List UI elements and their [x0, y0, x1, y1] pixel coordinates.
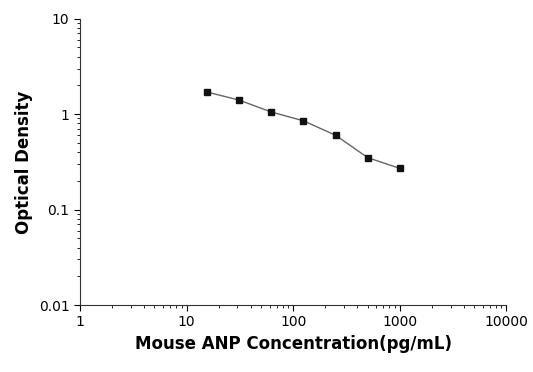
X-axis label: Mouse ANP Concentration(pg/mL): Mouse ANP Concentration(pg/mL) [135, 335, 451, 353]
Y-axis label: Optical Density: Optical Density [15, 90, 33, 234]
